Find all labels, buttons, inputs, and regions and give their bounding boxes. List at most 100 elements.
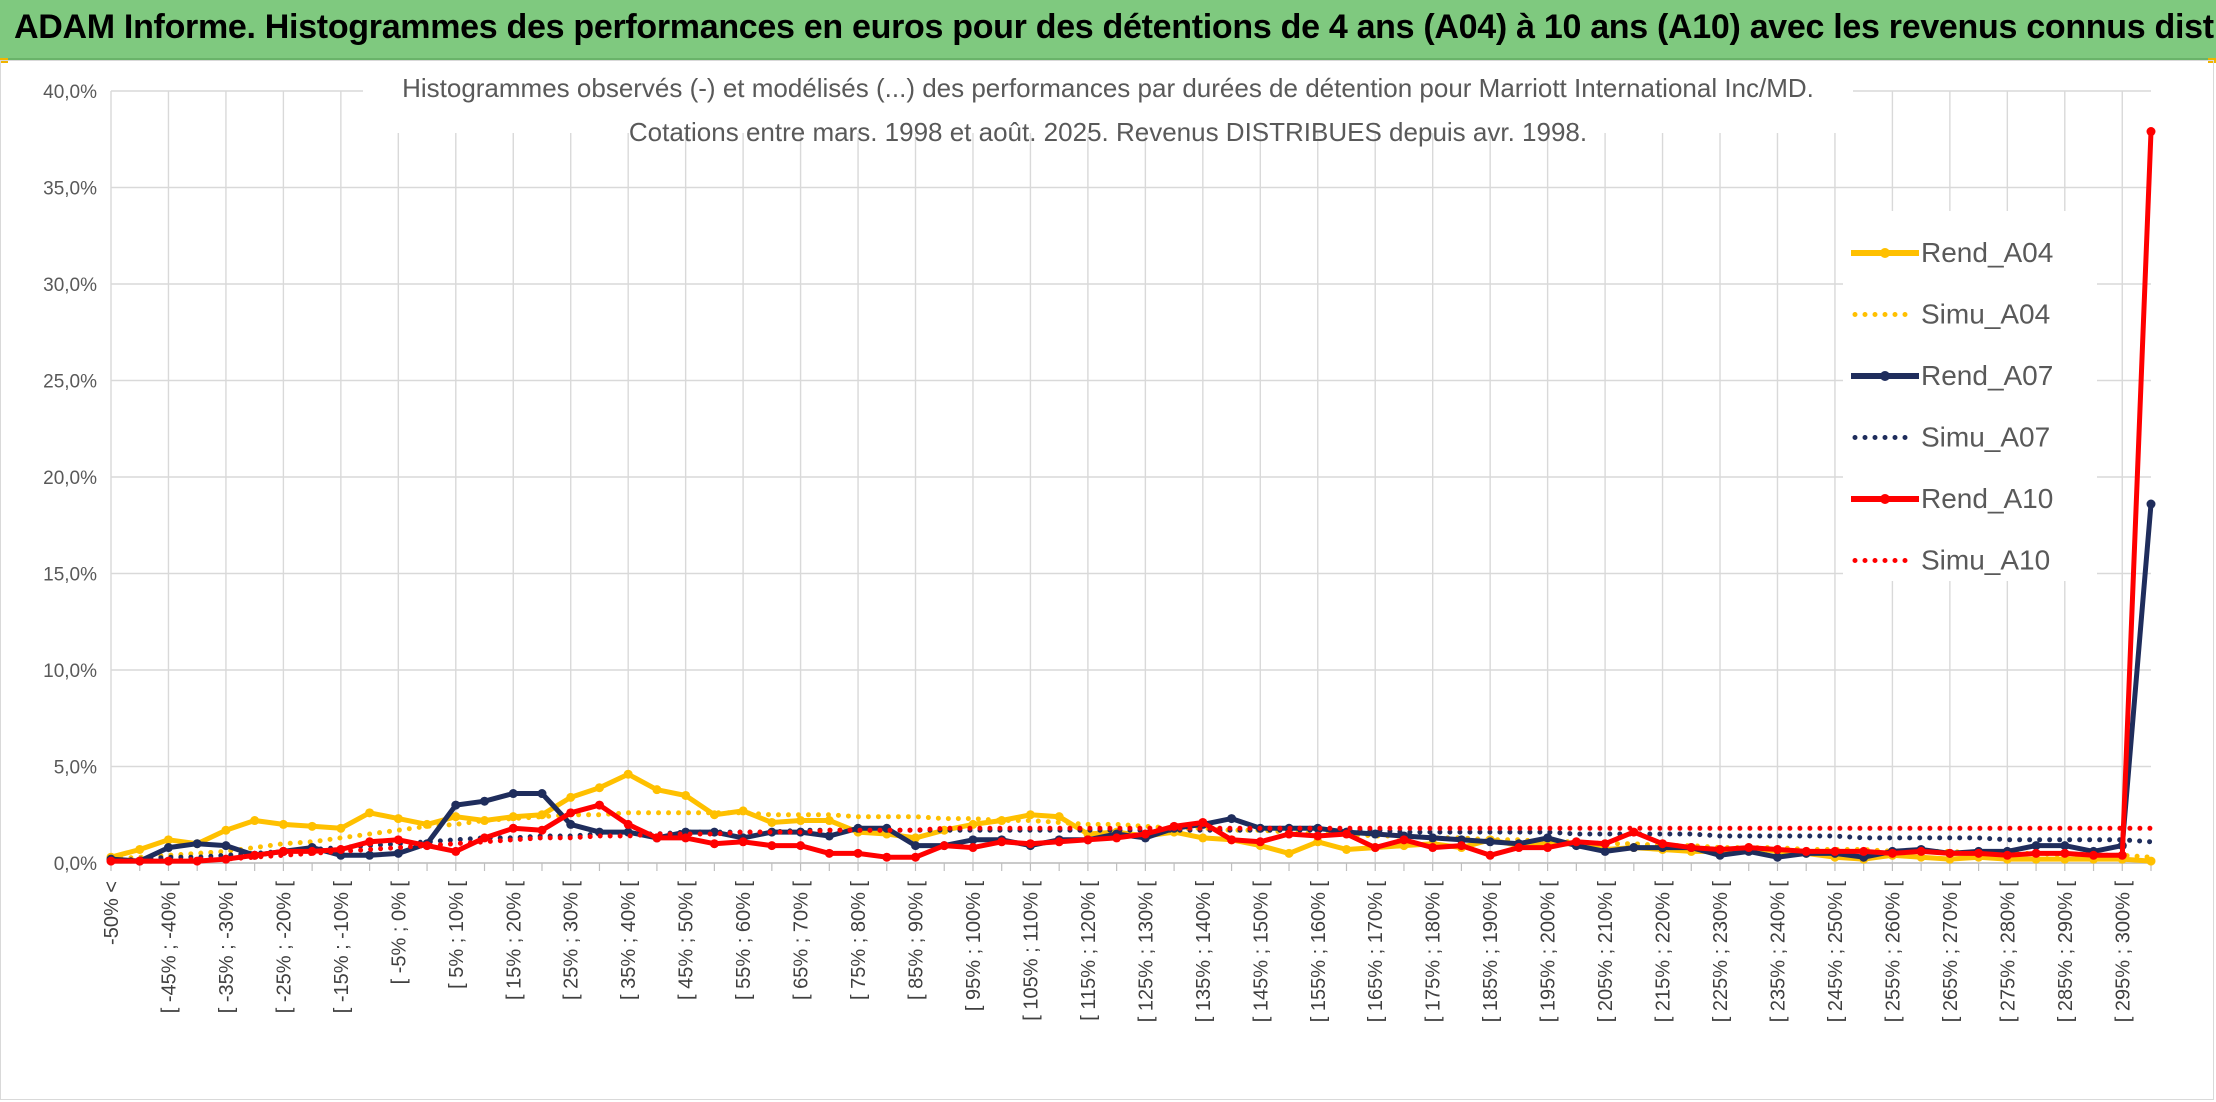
data-point-rend-a10 [1399, 835, 1409, 845]
x-tick-label: [ 175% ; 180% [ [1423, 881, 1445, 1023]
chart-subtitle: Cotations entre mars. 1998 et août. 2025… [629, 117, 1587, 147]
x-tick-label: [ 25% ; 30% [ [561, 881, 583, 1000]
data-point-rend-a04 [1054, 812, 1064, 822]
data-point-rend-a10 [1370, 843, 1380, 853]
data-point-rend-a07 [365, 850, 375, 860]
x-tick-label: [ 135% ; 140% [ [1193, 881, 1215, 1023]
data-point-rend-a04 [250, 816, 260, 826]
data-point-rend-a07 [1629, 843, 1639, 853]
data-point-rend-a10 [1025, 839, 1035, 849]
x-tick-label: [ 15% ; 20% [ [503, 881, 525, 1000]
x-tick-label: [ 215% ; 220% [ [1653, 881, 1675, 1023]
data-point-rend-a07 [824, 831, 834, 841]
x-tick-label: [ 35% ; 40% [ [618, 881, 640, 1000]
data-point-rend-a04 [451, 812, 461, 822]
y-tick-label: 10,0% [43, 661, 97, 682]
data-point-rend-a04 [135, 844, 145, 854]
data-point-rend-a10 [1227, 835, 1237, 845]
data-point-rend-a04 [824, 816, 834, 826]
data-point-rend-a10 [1801, 846, 1811, 856]
data-point-rend-a10 [1859, 846, 1869, 856]
legend-marker-rend-a10 [1880, 494, 1890, 504]
y-tick-label: 25,0% [43, 372, 97, 393]
data-point-rend-a10 [2060, 848, 2070, 858]
data-point-rend-a10 [911, 852, 921, 862]
x-tick-label: [ 125% ; 130% [ [1135, 881, 1157, 1023]
line-chart: 0,0% 5,0% 10,0% 15,0% 20,0% 25,0% 30,0% 35,0% 40… [43, 63, 2156, 1023]
data-point-rend-a10 [1772, 844, 1782, 854]
data-point-rend-a04 [566, 792, 576, 802]
data-point-rend-a10 [1255, 837, 1265, 847]
legend-label-rend-a10: Rend_A10 [1921, 483, 2053, 514]
data-point-rend-a10 [480, 833, 490, 843]
data-point-rend-a07 [2031, 841, 2041, 851]
legend-marker-rend-a04 [1880, 248, 1890, 258]
data-point-rend-a07 [480, 796, 490, 806]
data-point-rend-a10 [1485, 850, 1495, 860]
y-tick-label: 35,0% [43, 179, 97, 200]
legend-label-simu-a07: Simu_A07 [1921, 422, 2050, 453]
data-point-rend-a10 [1945, 848, 1955, 858]
data-point-rend-a10 [1916, 846, 1926, 856]
legend: Rend_A04 Simu_A04 Rend_A07 Simu_A07 Rend_A10… [1843, 211, 2097, 581]
data-point-rend-a04 [2146, 856, 2156, 866]
data-point-rend-a10 [1830, 846, 1840, 856]
data-point-rend-a07 [192, 839, 202, 849]
y-tick-label: 5,0% [54, 758, 97, 779]
data-point-rend-a04 [1198, 833, 1208, 843]
data-point-rend-a04 [767, 817, 777, 827]
data-point-rend-a07 [1485, 837, 1495, 847]
legend-label-rend-a04: Rend_A04 [1921, 237, 2053, 268]
data-point-rend-a10 [537, 825, 547, 835]
data-point-rend-a10 [882, 852, 892, 862]
data-point-rend-a10 [968, 843, 978, 853]
data-point-rend-a04 [594, 783, 604, 793]
data-point-rend-a10 [2031, 848, 2041, 858]
data-point-rend-a10 [1456, 841, 1466, 851]
data-point-rend-a07 [221, 841, 231, 851]
x-tick-label: [ 205% ; 210% [ [1595, 881, 1617, 1023]
x-tick-label: [ 55% ; 60% [ [733, 881, 755, 1000]
data-point-rend-a04 [652, 785, 662, 795]
data-point-rend-a07 [566, 819, 576, 829]
x-tick-label: [ 185% ; 190% [ [1480, 881, 1502, 1023]
data-point-rend-a10 [1198, 817, 1208, 827]
x-tick-label: [ 145% ; 150% [ [1250, 881, 1272, 1023]
data-point-rend-a10 [365, 837, 375, 847]
data-point-rend-a04 [278, 819, 288, 829]
x-tick-label: [ 65% ; 70% [ [791, 881, 813, 1000]
data-point-rend-a04 [911, 833, 921, 843]
data-point-rend-a07 [1428, 833, 1438, 843]
data-point-rend-a10 [1715, 844, 1725, 854]
x-tick-label: [ 295% ; 300% [ [2112, 881, 2134, 1023]
data-point-rend-a07 [968, 835, 978, 845]
data-point-rend-a10 [1887, 848, 1897, 858]
data-point-rend-a10 [939, 841, 949, 851]
data-point-rend-a10 [1112, 833, 1122, 843]
data-point-rend-a10 [623, 819, 633, 829]
data-point-rend-a04 [623, 769, 633, 779]
data-point-rend-a04 [681, 790, 691, 800]
x-tick-label: [ 255% ; 260% [ [1882, 881, 1904, 1023]
data-point-rend-a04 [307, 821, 317, 831]
data-point-rend-a10 [451, 846, 461, 856]
data-point-rend-a10 [1428, 843, 1438, 853]
data-point-rend-a10 [2117, 850, 2127, 860]
data-point-rend-a07 [1370, 829, 1380, 839]
y-tick-label: 15,0% [43, 565, 97, 586]
x-tick-label: [ 225% ; 230% [ [1710, 881, 1732, 1023]
chart-title: Histogrammes observés (-) et modélisés (… [402, 73, 1814, 103]
x-tick-label: [ 115% ; 120% [ [1078, 881, 1100, 1021]
data-point-rend-a10 [2146, 127, 2156, 137]
data-point-rend-a04 [1341, 844, 1351, 854]
data-point-rend-a10 [1543, 843, 1553, 853]
x-tick-label: [ 85% ; 90% [ [906, 881, 928, 1000]
report-banner: ADAM Informe. Histogrammes des performan… [0, 0, 2216, 60]
data-point-rend-a04 [796, 816, 806, 826]
data-point-rend-a10 [853, 848, 863, 858]
data-point-rend-a10 [1744, 843, 1754, 853]
title-background [363, 63, 1853, 133]
data-point-rend-a10 [1571, 837, 1581, 847]
x-tick-label: [ 105% ; 110% [ [1020, 881, 1042, 1021]
x-axis: -50% < [ -45% ; -40% [[ -35% ; -30% [[ -2… [101, 862, 2152, 1023]
